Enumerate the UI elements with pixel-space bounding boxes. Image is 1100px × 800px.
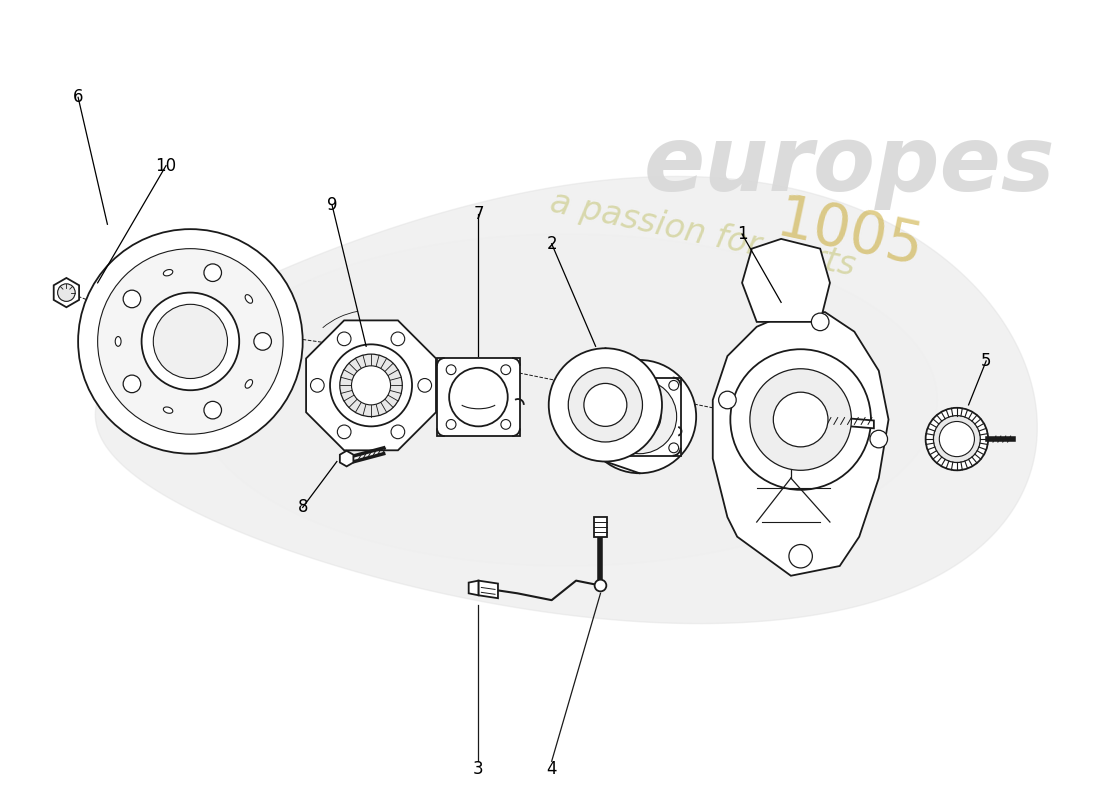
Circle shape bbox=[418, 378, 431, 392]
Circle shape bbox=[789, 545, 813, 568]
Text: 4: 4 bbox=[547, 760, 557, 778]
Circle shape bbox=[123, 375, 141, 393]
Circle shape bbox=[812, 313, 829, 330]
Polygon shape bbox=[742, 239, 829, 322]
Circle shape bbox=[98, 249, 283, 434]
Circle shape bbox=[584, 383, 627, 426]
Circle shape bbox=[934, 416, 980, 462]
Circle shape bbox=[773, 392, 828, 447]
Circle shape bbox=[330, 344, 412, 426]
Polygon shape bbox=[815, 416, 873, 428]
Circle shape bbox=[57, 284, 75, 302]
Circle shape bbox=[340, 354, 403, 417]
Ellipse shape bbox=[163, 407, 173, 414]
Polygon shape bbox=[96, 177, 1037, 623]
Circle shape bbox=[603, 379, 676, 454]
Polygon shape bbox=[713, 312, 889, 576]
Circle shape bbox=[870, 430, 888, 448]
Circle shape bbox=[204, 264, 221, 282]
Circle shape bbox=[618, 395, 661, 438]
Circle shape bbox=[669, 443, 679, 453]
Circle shape bbox=[447, 365, 456, 374]
Circle shape bbox=[601, 381, 610, 390]
Circle shape bbox=[750, 369, 851, 470]
Circle shape bbox=[390, 332, 405, 346]
Polygon shape bbox=[598, 378, 681, 456]
Circle shape bbox=[204, 402, 221, 419]
Circle shape bbox=[500, 419, 510, 430]
Text: 7: 7 bbox=[473, 206, 484, 223]
Text: 5: 5 bbox=[981, 352, 991, 370]
Text: a passion for parts: a passion for parts bbox=[548, 186, 859, 282]
Circle shape bbox=[595, 580, 606, 591]
Text: 8: 8 bbox=[297, 498, 308, 517]
Circle shape bbox=[925, 408, 988, 470]
Text: 9: 9 bbox=[327, 196, 338, 214]
Circle shape bbox=[718, 391, 736, 409]
Circle shape bbox=[449, 368, 508, 426]
Polygon shape bbox=[306, 321, 436, 450]
Circle shape bbox=[447, 419, 456, 430]
Circle shape bbox=[78, 229, 302, 454]
Text: europes: europes bbox=[644, 122, 1055, 210]
Text: 1: 1 bbox=[737, 225, 747, 243]
Polygon shape bbox=[54, 278, 79, 307]
Circle shape bbox=[352, 366, 390, 405]
Polygon shape bbox=[469, 581, 478, 595]
Ellipse shape bbox=[116, 337, 121, 346]
Circle shape bbox=[338, 332, 351, 346]
Ellipse shape bbox=[245, 294, 253, 303]
Circle shape bbox=[583, 360, 696, 474]
Circle shape bbox=[730, 350, 871, 490]
Text: 2: 2 bbox=[547, 234, 557, 253]
Circle shape bbox=[500, 365, 510, 374]
Polygon shape bbox=[594, 517, 607, 537]
Ellipse shape bbox=[163, 270, 173, 276]
Circle shape bbox=[142, 293, 239, 390]
Circle shape bbox=[569, 368, 642, 442]
Polygon shape bbox=[196, 234, 937, 566]
Polygon shape bbox=[437, 358, 520, 436]
Text: 6: 6 bbox=[73, 88, 84, 106]
Circle shape bbox=[123, 290, 141, 308]
Circle shape bbox=[601, 443, 610, 453]
Text: 1005: 1005 bbox=[771, 190, 928, 278]
Text: 3: 3 bbox=[473, 760, 484, 778]
Ellipse shape bbox=[245, 379, 253, 388]
Circle shape bbox=[549, 348, 662, 462]
Circle shape bbox=[310, 378, 324, 392]
Circle shape bbox=[338, 425, 351, 438]
Circle shape bbox=[153, 304, 228, 378]
Circle shape bbox=[390, 425, 405, 438]
Circle shape bbox=[669, 381, 679, 390]
Circle shape bbox=[254, 333, 272, 350]
Polygon shape bbox=[340, 450, 353, 466]
Circle shape bbox=[939, 422, 975, 457]
Polygon shape bbox=[478, 581, 498, 598]
Text: 10: 10 bbox=[155, 157, 177, 174]
